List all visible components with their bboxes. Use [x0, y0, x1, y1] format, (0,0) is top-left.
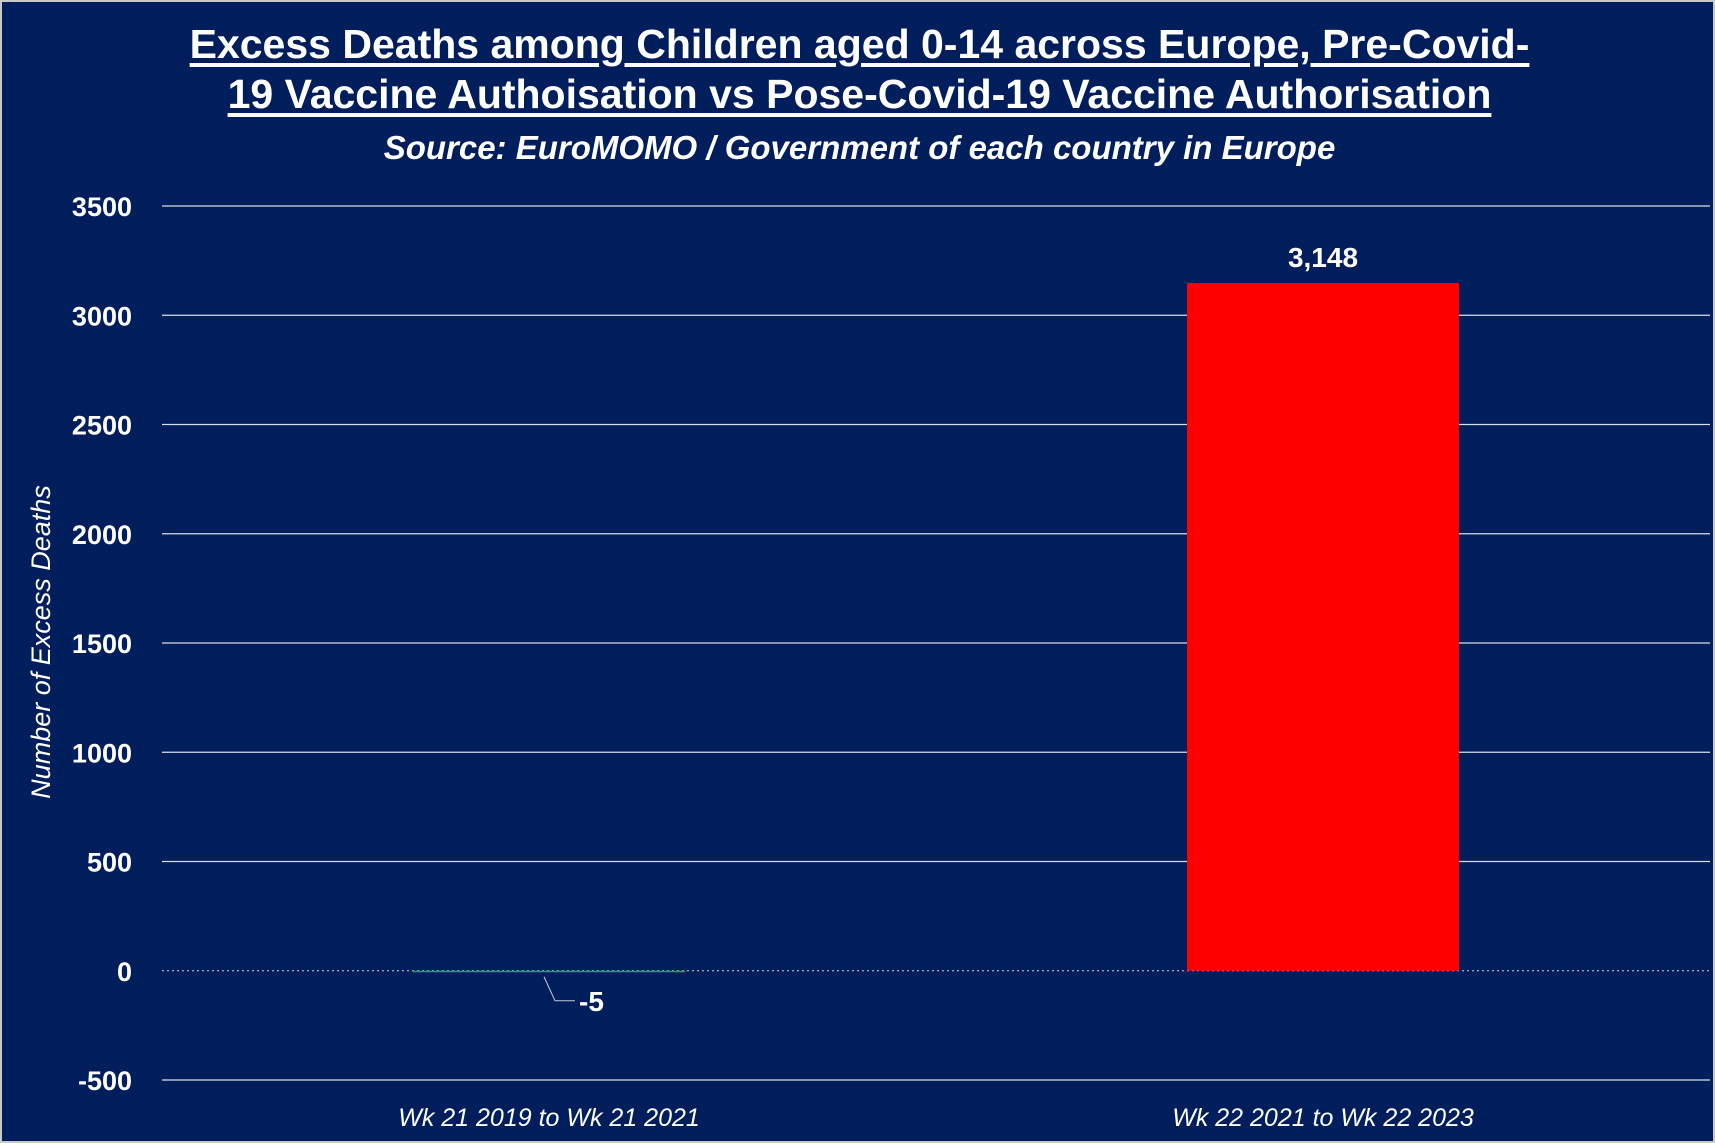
y-tick-label: 1000 — [72, 738, 132, 768]
chart-subtitle: Source: EuroMOMO / Government of each co… — [383, 129, 1336, 166]
y-tick-label: -500 — [78, 1066, 132, 1096]
y-tick-label: 1500 — [72, 629, 132, 659]
y-tick-label: 2000 — [72, 520, 132, 550]
data-label-2: 3,148 — [1288, 242, 1358, 273]
y-tick-label: 3500 — [72, 192, 132, 222]
x-tick-label: Wk 22 2021 to Wk 22 2023 — [1172, 1104, 1474, 1132]
y-tick-label: 0 — [117, 957, 132, 987]
chart-title-line-2: 19 Vaccine Authoisation vs Pose-Covid-19… — [227, 71, 1492, 117]
gridlines — [162, 205, 1710, 1081]
y-axis-title: Number of Excess Deaths — [26, 485, 56, 799]
x-tick-label: Wk 21 2019 to Wk 21 2021 — [398, 1104, 700, 1132]
bars — [413, 282, 1459, 973]
y-tick-label: 3000 — [72, 301, 132, 331]
y-axis-ticks: -500 0 500 1000 1500 2000 2500 3000 3500 — [72, 192, 132, 1096]
chart-title-line-1: Excess Deaths among Children aged 0-14 a… — [189, 21, 1530, 67]
data-label-1: -5 — [579, 986, 604, 1017]
data-labels: -5 3,148 — [543, 242, 1358, 1017]
data-label-leader-line — [543, 976, 575, 1002]
y-tick-label: 500 — [87, 848, 132, 878]
bar-2 — [1187, 282, 1459, 971]
y-tick-label: 2500 — [72, 411, 132, 441]
bar-1 — [413, 970, 685, 973]
x-axis-ticks: Wk 21 2019 to Wk 21 2021 Wk 22 2021 to Wk… — [398, 1104, 1474, 1132]
